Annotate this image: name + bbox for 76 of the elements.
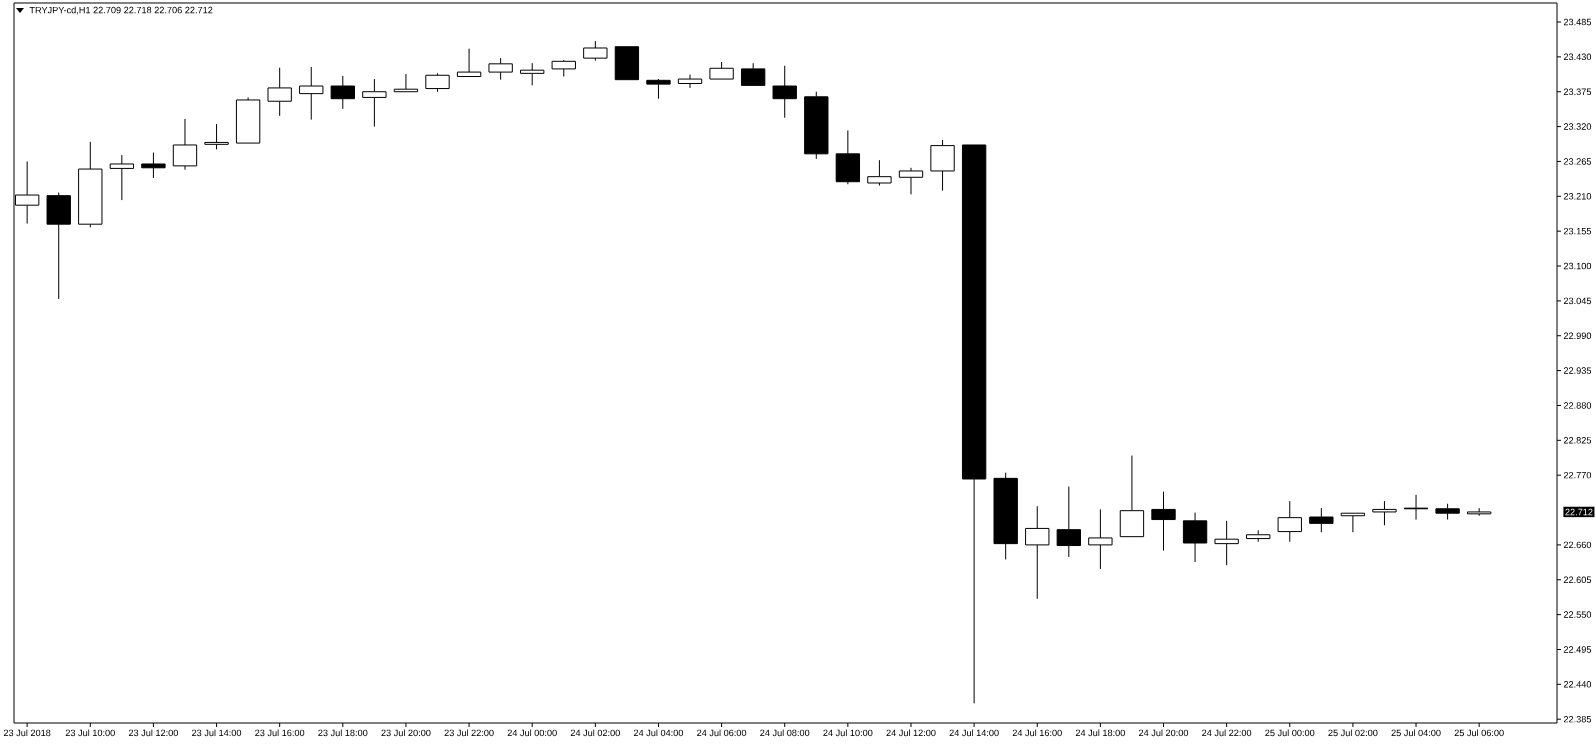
candlestick (1246, 529, 1271, 543)
candlestick (709, 61, 734, 80)
x-tick-label: 25 Jul 00:00 (1265, 729, 1315, 737)
candlestick (425, 72, 450, 93)
y-tick-label: 23.375 (1563, 88, 1592, 95)
x-tick-label: 25 Jul 04:00 (1391, 729, 1441, 737)
y-tick-label: 23.430 (1563, 53, 1592, 61)
y-tick-label: 23.265 (1563, 158, 1592, 165)
y-tick-label: 22.880 (1563, 402, 1592, 409)
candlestick (456, 48, 482, 78)
candlestick (299, 66, 324, 121)
x-tick-label: 24 Jul 18:00 (1075, 729, 1125, 737)
x-tick-label: 24 Jul 22:00 (1202, 729, 1252, 737)
candlestick (1214, 520, 1239, 566)
y-tick-label: 23.100 (1563, 262, 1592, 270)
candlestick (520, 62, 545, 86)
candlestick (677, 74, 703, 89)
candlestick (646, 79, 671, 100)
candlestick (267, 67, 292, 117)
candlestick (1025, 505, 1050, 600)
x-tick-label: 24 Jul 16:00 (1012, 729, 1062, 737)
x-tick-label: 23 Jul 14:00 (192, 729, 242, 737)
candlestick (141, 152, 166, 179)
candlestick (961, 144, 987, 704)
candlestick (109, 154, 135, 201)
y-tick-label: 22.605 (1563, 576, 1592, 584)
x-tick-label: 24 Jul 06:00 (697, 729, 747, 737)
candlestick (1372, 500, 1397, 526)
y-tick-label: 22.440 (1563, 681, 1592, 688)
candlestick (1182, 512, 1208, 563)
y-tick-label: 23.155 (1563, 227, 1592, 235)
candlestick (1403, 494, 1429, 521)
candlestick (235, 96, 261, 144)
x-tick-label: 23 Jul 20:00 (381, 729, 431, 737)
y-tick-label: 22.385 (1563, 715, 1592, 723)
x-tick-label: 25 Jul 02:00 (1328, 729, 1378, 737)
x-tick-label: 24 Jul 00:00 (507, 729, 557, 737)
y-tick-label: 23.045 (1563, 297, 1592, 305)
x-tick-label: 24 Jul 12:00 (886, 729, 936, 737)
y-tick-label: 22.770 (1563, 471, 1592, 479)
y-tick-label: 22.935 (1563, 367, 1592, 374)
x-tick-label: 23 Jul 18:00 (318, 729, 368, 737)
x-tick-label: 24 Jul 20:00 (1139, 729, 1189, 737)
y-tick-label: 22.825 (1563, 437, 1592, 444)
y-tick-label: 22.550 (1563, 611, 1592, 618)
candlestick (172, 118, 198, 171)
candlestick (1151, 491, 1176, 552)
y-tick-label: 22.990 (1563, 332, 1592, 339)
y-tick-label: 23.210 (1563, 193, 1592, 200)
y-tick-label: 23.485 (1563, 18, 1592, 26)
x-tick-label: 24 Jul 02:00 (570, 729, 620, 737)
candlestick (330, 75, 355, 110)
y-tick-label: 22.660 (1563, 541, 1592, 549)
y-tick-label: 23.320 (1563, 123, 1592, 130)
x-tick-label: 24 Jul 08:00 (760, 729, 810, 737)
x-tick-label: 23 Jul 16:00 (255, 729, 305, 737)
x-tick-label: 23 Jul 22:00 (444, 729, 494, 737)
candlestick (362, 78, 387, 128)
candlestick (898, 167, 924, 195)
candlestick (1119, 455, 1145, 538)
chart-title: TRYJPY-cd,H1 22.709 22.718 22.706 22.712 (29, 6, 213, 15)
x-tick-label: 24 Jul 14:00 (949, 729, 999, 737)
y-tick-label: 22.495 (1563, 646, 1592, 653)
x-tick-label: 23 Jul 12:00 (128, 729, 179, 737)
candlestick (1056, 486, 1081, 558)
x-tick-label: 23 Jul 2018 (3, 729, 51, 737)
candlestick (614, 46, 640, 81)
x-tick-label: 24 Jul 04:00 (633, 729, 684, 737)
candlestick (772, 65, 797, 119)
candlestick (1088, 508, 1113, 570)
text: 22.712 (1565, 508, 1593, 516)
candlestick (1277, 500, 1302, 543)
x-tick-label: 24 Jul 10:00 (823, 729, 873, 737)
x-tick-label: 25 Jul 06:00 (1454, 729, 1504, 737)
x-tick-label: 23 Jul 10:00 (65, 729, 115, 737)
candlestick (835, 129, 861, 185)
